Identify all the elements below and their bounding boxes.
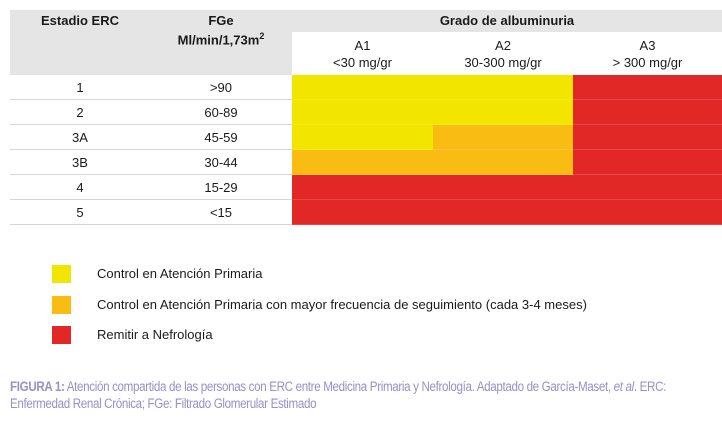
header-stage: Estadio ERC <box>40 13 119 28</box>
header-albuminuria: Grado de albuminuria <box>439 13 575 28</box>
stage-cell: 3B <box>72 155 88 170</box>
heat-row-divider <box>292 149 722 150</box>
risk-cell-red <box>573 200 722 225</box>
heat-row-divider <box>292 99 722 100</box>
risk-cell-orange <box>433 125 573 150</box>
stage-cell: 2 <box>76 105 84 120</box>
risk-cell-red <box>433 200 573 225</box>
fge-cell: 45-59 <box>204 130 238 145</box>
row-divider <box>10 199 292 200</box>
level-code: A2 <box>495 38 511 53</box>
risk-cell-yellow <box>292 100 433 125</box>
albuminuria-level-a2: A2 30-300 mg/gr <box>433 37 573 71</box>
row-divider <box>10 224 292 225</box>
risk-cell-red <box>292 200 433 225</box>
row-divider <box>10 174 292 175</box>
risk-cell-red <box>292 175 433 200</box>
risk-cell-yellow <box>433 100 573 125</box>
stage-cell: 5 <box>76 205 84 220</box>
risk-cell-red <box>573 150 722 175</box>
stage-cell: 3A <box>72 130 88 145</box>
row-divider <box>10 149 292 150</box>
albuminuria-level-a1: A1 <30 mg/gr <box>292 37 433 71</box>
level-code: A1 <box>354 38 371 53</box>
fge-cell: 60-89 <box>204 105 238 120</box>
risk-cell-red <box>573 100 722 125</box>
stage-cell: 4 <box>76 180 84 195</box>
fge-cell: 15-29 <box>204 180 238 195</box>
risk-cell-orange <box>433 150 573 175</box>
legend-label: Control en Atención Primaria <box>97 266 263 281</box>
heat-row-divider <box>292 199 722 200</box>
header-background <box>10 10 722 32</box>
risk-cell-red <box>573 175 722 200</box>
legend-label: Remitir a Nefrología <box>97 327 213 342</box>
caption-text: Atención compartida de las personas con … <box>64 379 614 394</box>
figure-caption: FIGURA 1: Atención compartida de las per… <box>10 378 715 412</box>
heat-row-divider <box>292 124 722 125</box>
caption-label: FIGURA 1: <box>10 379 65 394</box>
caption-italic: et al <box>613 379 635 394</box>
header-fge: FGe <box>208 13 234 28</box>
row-divider <box>10 124 292 125</box>
row-divider <box>10 99 292 100</box>
caption-text-2: . ERC: Enfermedad Renal Crónica; FGe: Fi… <box>10 379 667 411</box>
heat-row-divider <box>292 174 722 175</box>
albuminuria-level-a3: A3 > 300 mg/gr <box>573 37 722 71</box>
fge-cell: >90 <box>209 80 233 95</box>
fge-unit-text: Ml/min/1,73m <box>177 32 260 48</box>
fge-cell: 30-44 <box>204 155 238 170</box>
legend-swatch <box>52 265 71 283</box>
level-range: 30-300 mg/gr <box>464 55 542 70</box>
stage-cell: 1 <box>76 80 84 95</box>
header-fge-unit: Ml/min/1,73m2 <box>150 31 292 47</box>
fge-cell: <15 <box>209 205 233 220</box>
risk-cell-red <box>433 175 573 200</box>
risk-cell-orange <box>292 150 433 175</box>
legend-swatch <box>52 326 71 344</box>
risk-cell-yellow <box>292 75 433 100</box>
risk-cell-red <box>573 75 722 100</box>
risk-cell-yellow <box>292 125 433 150</box>
fge-unit-sup: 2 <box>259 31 265 41</box>
legend-label: Control en Atención Primaria con mayor f… <box>97 297 587 312</box>
level-code: A3 <box>639 38 656 53</box>
level-range: <30 mg/gr <box>333 55 392 70</box>
risk-cell-yellow <box>433 75 573 100</box>
header-background-left <box>10 32 292 75</box>
risk-cell-red <box>573 125 722 150</box>
level-range: > 300 mg/gr <box>612 55 683 70</box>
legend-swatch <box>52 296 71 314</box>
heat-row-divider <box>292 224 722 225</box>
